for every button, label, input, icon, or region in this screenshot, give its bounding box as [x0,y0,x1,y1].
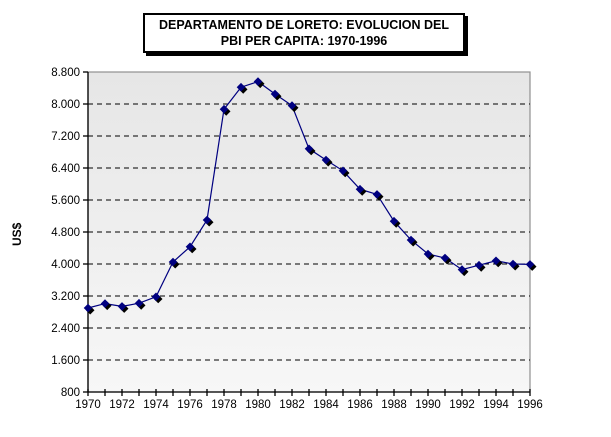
data-point-marker [270,89,280,99]
data-point-marker [355,184,365,194]
data-point-marker-shadow [408,237,418,247]
data-point-marker [83,303,93,313]
data-point-marker-shadow [391,219,401,228]
data-point-marker-shadow [306,146,316,156]
data-point-marker [474,260,484,270]
y-tick-label: 5.600 [51,195,80,207]
x-tick-label: 1984 [313,399,339,411]
y-tick-label: 4.800 [51,227,80,239]
chart-title-box: DEPARTAMENTO DE LORETO: EVOLUCION DEL PB… [143,13,465,53]
data-point-marker-shadow [459,267,469,277]
data-point-marker-shadow [136,301,146,310]
x-tick-label: 1986 [347,399,373,411]
data-point-marker [151,292,161,302]
chart-title-line-2: PBI PER CAPITA: 1970-1996 [220,34,388,48]
y-tick-label: 8.000 [51,99,80,111]
data-point-marker-shadow [357,187,367,196]
x-tick-label: 1996 [517,399,543,411]
data-point-marker-shadow [510,261,520,271]
y-tick-label: 7.200 [51,131,80,143]
data-point-marker-shadow [476,263,486,272]
data-point-marker [372,190,382,199]
y-tick-label: 3.200 [51,291,80,303]
data-point-marker [389,216,399,226]
data-point-marker [287,101,297,110]
y-tick-label: 1.600 [51,355,80,367]
data-point-marker [236,82,246,92]
data-point-marker-shadow [493,258,503,268]
data-point-marker-shadow [289,103,299,113]
data-point-marker [202,215,212,225]
data-point-marker [304,144,314,154]
x-tick-label: 1976 [177,399,203,411]
data-point-marker-shadow [153,294,163,304]
data-point-marker-shadow [85,305,95,315]
data-point-marker [321,155,331,165]
y-tick-label: 800 [61,387,80,399]
y-tick-label: 6.400 [51,163,80,175]
data-point-marker-shadow [204,217,214,227]
data-point-marker-shadow [272,91,282,101]
data-point-marker [406,235,416,245]
data-point-marker [185,242,195,252]
y-axis-title: US$ [10,222,24,246]
data-point-marker [525,260,535,269]
data-point-marker [168,257,178,267]
data-point-marker-shadow [323,157,333,167]
y-tick-label: 8.800 [51,67,80,79]
data-point-marker [508,259,518,269]
data-point-marker [117,302,127,311]
data-point-marker-shadow [340,168,350,178]
data-point-marker [253,77,263,86]
data-point-marker-shadow [374,192,384,201]
data-point-marker-shadow [238,85,248,94]
x-tick-label: 1982 [279,399,305,411]
x-tick-label: 1980 [245,399,271,411]
data-point-marker [423,249,433,259]
x-tick-label: 1974 [143,399,169,411]
data-point-marker [440,253,450,263]
data-point-marker [134,298,144,308]
data-point-marker-shadow [255,79,265,89]
x-tick-label: 1988 [381,399,407,411]
x-tick-label: 1972 [109,399,135,411]
x-tick-label: 1990 [415,399,441,411]
data-point-marker-shadow [442,255,452,265]
x-tick-label: 1992 [449,399,475,411]
data-point-marker [219,104,229,114]
data-point-marker-shadow [425,251,435,261]
data-point-marker-shadow [221,107,231,116]
data-point-marker [100,299,110,308]
x-tick-label: 1994 [483,399,509,411]
x-tick-label: 1978 [211,399,237,411]
y-tick-label: 4.000 [51,259,80,271]
data-point-marker-shadow [119,304,129,313]
y-tick-label: 2.400 [51,323,80,335]
data-point-marker [457,265,467,274]
data-point-marker [338,166,348,176]
data-point-marker [491,256,501,266]
x-tick-label: 1970 [75,399,101,411]
chart-title-line-1: DEPARTAMENTO DE LORETO: EVOLUCION DEL [158,18,450,32]
data-point-marker-shadow [170,259,180,269]
